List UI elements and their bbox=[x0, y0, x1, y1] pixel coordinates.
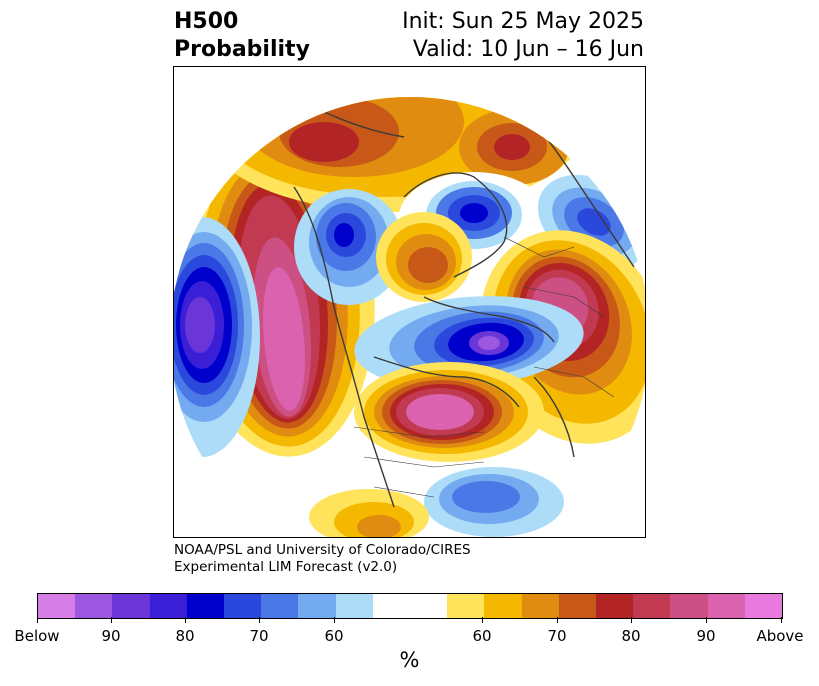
colorbar-swatch bbox=[484, 594, 522, 618]
colorbar-swatch bbox=[149, 594, 187, 618]
anomaly-arctic-ridge bbox=[204, 97, 584, 212]
map-canvas bbox=[174, 97, 645, 537]
title-field: Probability bbox=[174, 37, 310, 62]
colorbar bbox=[37, 593, 783, 619]
colorbar-swatch bbox=[521, 594, 559, 618]
colorbar-swatch bbox=[558, 594, 597, 618]
colorbar-swatch bbox=[298, 594, 336, 618]
borders bbox=[353, 236, 615, 498]
anomaly-subtropical-trough bbox=[424, 467, 564, 537]
anomaly-canada-ridge bbox=[376, 212, 472, 302]
colorbar-tick-below-70: 70 bbox=[249, 627, 269, 645]
title-right: Init: Sun 25 May 2025 Valid: 10 Jun – 16… bbox=[402, 8, 644, 64]
colorbar-swatch bbox=[75, 594, 113, 618]
credit-line-1: NOAA/PSL and University of Colorado/CIRE… bbox=[174, 542, 471, 558]
colorbar-swatch bbox=[744, 594, 783, 618]
colorbar-tick-above-70: 70 bbox=[547, 627, 567, 645]
colorbar-tick-above-80: 80 bbox=[621, 627, 641, 645]
colorbar-tick-below: Below bbox=[14, 627, 60, 645]
colorbar-swatch bbox=[112, 594, 150, 618]
colorbar-tick-marks bbox=[37, 617, 782, 623]
colorbar-unit: % bbox=[399, 648, 420, 672]
title-left: H500 Probability bbox=[174, 8, 310, 64]
colorbar-swatch bbox=[224, 594, 262, 618]
colorbar-swatch bbox=[38, 594, 76, 618]
colorbar-tick-above-60: 60 bbox=[472, 627, 492, 645]
colorbar-swatch bbox=[372, 594, 411, 618]
colorbar-tick-below-90: 90 bbox=[101, 627, 121, 645]
colorbar-tick-below-80: 80 bbox=[175, 627, 195, 645]
anomaly-alaska-trough bbox=[294, 189, 404, 305]
colorbar-swatch bbox=[707, 594, 745, 618]
colorbar-swatch bbox=[447, 594, 485, 618]
colorbar-swatch bbox=[335, 594, 373, 618]
anomaly-atlantic-ridge bbox=[354, 362, 544, 462]
title-init-date: Init: Sun 25 May 2025 bbox=[402, 9, 644, 34]
colorbar-tick-above-90: 90 bbox=[696, 627, 716, 645]
anomaly-west-pacific-trough bbox=[174, 217, 260, 457]
colorbar-swatch bbox=[410, 594, 448, 618]
forecast-map bbox=[173, 66, 646, 538]
title-valid-range: Valid: 10 Jun – 16 Jun bbox=[412, 37, 644, 62]
anomaly-southern-ridge bbox=[309, 489, 429, 537]
colorbar-tick-above: Above bbox=[756, 627, 804, 645]
colorbar-swatch bbox=[633, 594, 671, 618]
colorbar-swatch bbox=[186, 594, 225, 618]
colorbar-swatch bbox=[670, 594, 708, 618]
credit: NOAA/PSL and University of Colorado/CIRE… bbox=[174, 542, 471, 576]
credit-line-2: Experimental LIM Forecast (v2.0) bbox=[174, 559, 398, 575]
anomaly-greenland-trough bbox=[354, 296, 584, 388]
title-variable: H500 bbox=[174, 9, 239, 34]
colorbar-swatch bbox=[261, 594, 299, 618]
colorbar-tick-below-60: 60 bbox=[324, 627, 344, 645]
colorbar-swatch bbox=[596, 594, 634, 618]
